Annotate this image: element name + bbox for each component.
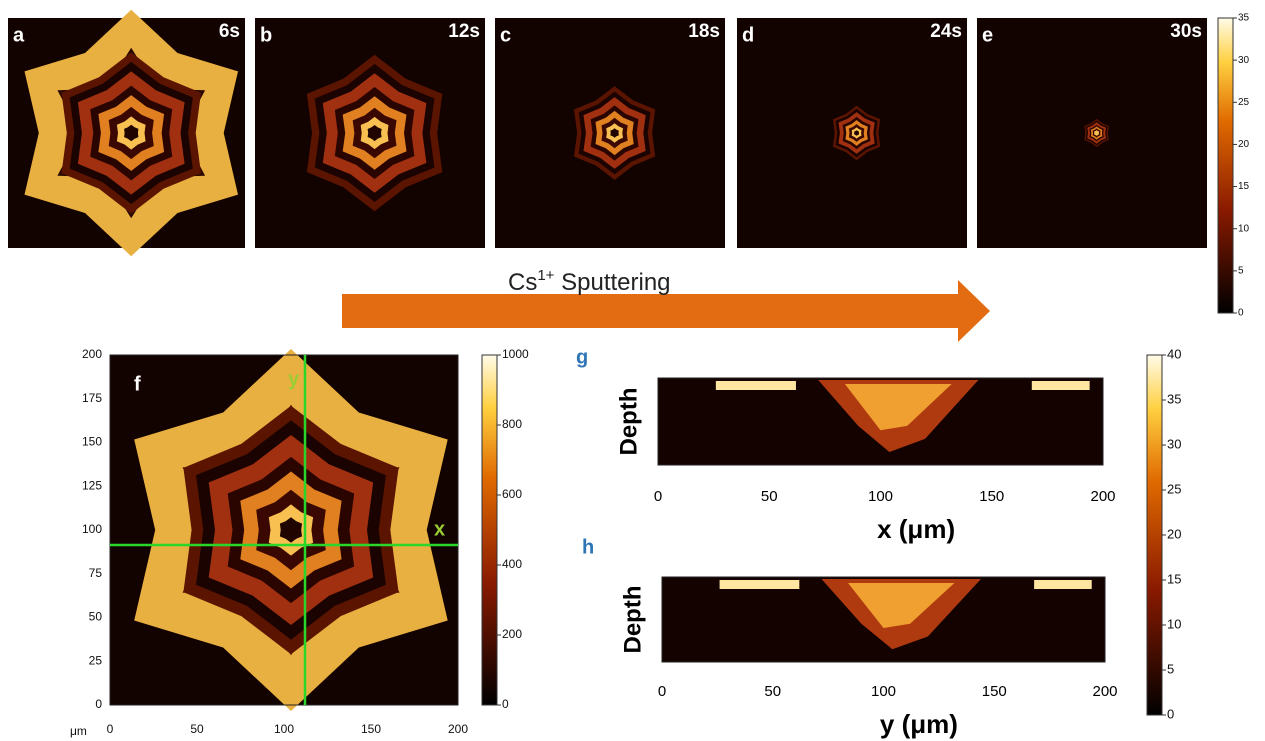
colorbar-label: 20: [1167, 526, 1181, 541]
x-axis-label: x (μm): [877, 514, 955, 544]
colorbar-label: 40: [1167, 346, 1181, 361]
colorbar-label: 400: [502, 557, 522, 571]
x-tick-label: 0: [658, 683, 666, 700]
x-tick-label: 0: [654, 488, 662, 505]
panel-label: a: [13, 24, 25, 46]
x-tick-label: 150: [982, 683, 1007, 700]
panel-label: d: [742, 24, 754, 46]
colorbar-label: 25: [1167, 481, 1181, 496]
colorbar: [482, 355, 497, 705]
x-tick-label: 100: [871, 683, 896, 700]
line-label: y: [288, 368, 300, 390]
x-axis-label: y (μm): [880, 709, 958, 739]
colorbar-label: 800: [502, 417, 522, 431]
y-axis-label: Depth: [619, 586, 646, 654]
y-tick-label: 0: [95, 697, 102, 711]
panel-time: 24s: [930, 21, 962, 42]
colorbar: [1147, 355, 1162, 715]
x-tick-label: 50: [761, 488, 778, 505]
x-tick-label: 0: [107, 722, 114, 736]
band: [716, 381, 796, 390]
y-tick-label: 100: [82, 522, 102, 536]
sputter-arrow: Cs1+ Sputtering: [342, 267, 990, 342]
y-tick-label: 25: [89, 653, 103, 667]
colorbar-label: 25: [1238, 97, 1250, 108]
colorbar-label: 15: [1238, 181, 1250, 192]
colorbar-label: 600: [502, 487, 522, 501]
colorbar-label: 30: [1167, 436, 1181, 451]
colorbar-label: 35: [1167, 391, 1181, 406]
colorbar-label: 0: [502, 697, 509, 711]
x-tick-label: 200: [448, 722, 468, 736]
colorbar-label: 10: [1238, 223, 1250, 234]
x-tick-label: 50: [190, 722, 204, 736]
panel-time: 18s: [688, 21, 720, 42]
panel-label: g: [576, 346, 588, 368]
panel-time: 30s: [1170, 21, 1202, 42]
x-tick-label: 200: [1090, 488, 1115, 505]
band: [1032, 381, 1090, 390]
x-tick-label: 100: [274, 722, 294, 736]
arrow-label: Cs1+ Sputtering: [508, 267, 671, 296]
y-tick-label: 75: [89, 566, 103, 580]
y-axis-label: Depth: [615, 388, 642, 456]
band: [720, 580, 800, 589]
colorbar-label: 0: [1167, 706, 1174, 721]
colorbar-label: 35: [1238, 13, 1250, 24]
colorbar-label: 15: [1167, 571, 1181, 586]
x-tick-label: 200: [1092, 683, 1117, 700]
colorbar-label: 1000: [502, 347, 529, 361]
panel-label: h: [582, 536, 594, 558]
panel-time: 6s: [219, 21, 240, 42]
x-tick-label: 50: [764, 683, 781, 700]
panel-label: e: [982, 24, 993, 46]
x-tick-label: 150: [979, 488, 1004, 505]
y-tick-label: 175: [82, 391, 102, 405]
panel-time: 12s: [448, 21, 480, 42]
colorbar-label: 10: [1167, 616, 1181, 631]
colorbar-label: 5: [1167, 661, 1174, 676]
band: [1034, 580, 1092, 589]
colorbar-label: 0: [1238, 308, 1244, 319]
y-tick-label: 200: [82, 347, 102, 361]
panel-label: f: [134, 373, 141, 395]
panel-label: b: [260, 24, 272, 46]
y-tick-label: 150: [82, 435, 102, 449]
panel-label: c: [500, 24, 511, 46]
colorbar-label: 20: [1238, 139, 1250, 150]
colorbar-label: 5: [1238, 265, 1244, 276]
x-tick-label: 150: [361, 722, 381, 736]
y-tick-label: 125: [82, 478, 102, 492]
y-tick-label: 50: [89, 610, 103, 624]
colorbar: [1218, 18, 1233, 313]
colorbar-label: 200: [502, 627, 522, 641]
figure: Cs1+ Sputtering a 6s b 12s c 18s d 24s e 30s 0 5 10 1…: [0, 0, 1265, 741]
x-tick-label: 100: [868, 488, 893, 505]
line-label: x: [434, 518, 445, 540]
colorbar-label: 30: [1238, 55, 1250, 66]
unit-label: μm: [70, 724, 87, 738]
